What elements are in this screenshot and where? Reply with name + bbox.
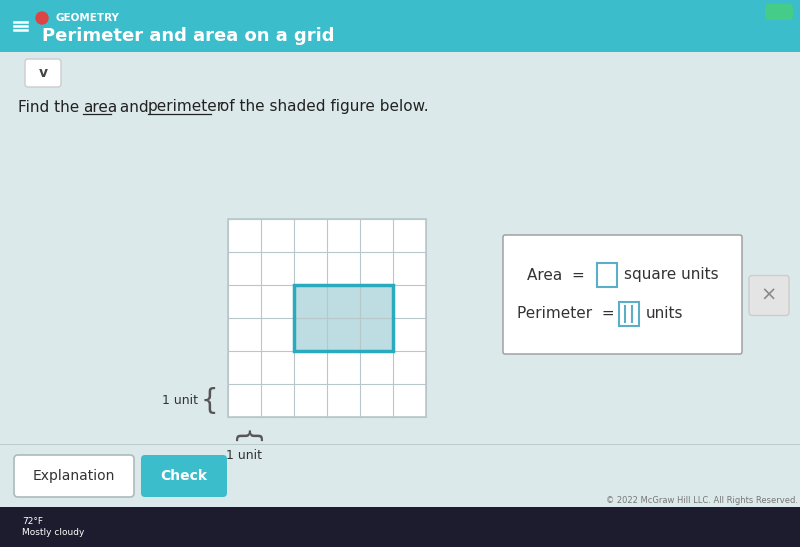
Text: units: units [646,306,683,322]
Text: Explanation: Explanation [33,469,115,483]
Text: Perimeter and area on a grid: Perimeter and area on a grid [42,27,334,45]
Bar [294,285,393,351]
FancyBboxPatch shape [765,4,793,20]
Text: perimeter: perimeter [148,100,224,114]
FancyBboxPatch shape [503,235,742,354]
Bar [228,219,426,417]
FancyBboxPatch shape [14,455,134,497]
Text: GEOMETRY: GEOMETRY [55,13,119,23]
Text: and: and [115,100,154,114]
Text: © 2022 McGraw Hill LLC. All Rights Reserved.: © 2022 McGraw Hill LLC. All Rights Reser… [606,496,798,505]
Text: 72°F
Mostly cloudy: 72°F Mostly cloudy [22,516,84,537]
Text: area: area [83,100,118,114]
Text: 1 unit: 1 unit [226,449,262,462]
Text: ×: × [761,286,777,305]
Bar [0,444,800,445]
Text: v: v [38,66,47,80]
Text: Area  =: Area = [527,267,590,282]
FancyBboxPatch shape [141,455,227,497]
FancyBboxPatch shape [25,59,61,87]
Text: Check: Check [161,469,207,483]
Bar [0,0,800,52]
Text: {: { [200,387,218,415]
Bar [0,507,800,547]
Bar [0,442,800,507]
Bar [228,219,426,417]
FancyBboxPatch shape [749,276,789,316]
Text: 1 unit: 1 unit [162,394,198,407]
Text: {: { [230,429,258,446]
Circle shape [36,12,48,24]
FancyBboxPatch shape [619,302,639,326]
Text: Find the: Find the [18,100,84,114]
Text: of the shaded figure below.: of the shaded figure below. [215,100,429,114]
FancyBboxPatch shape [597,263,617,287]
Text: square units: square units [624,267,718,282]
Text: Perimeter  =: Perimeter = [517,306,619,322]
Bar [294,285,393,351]
